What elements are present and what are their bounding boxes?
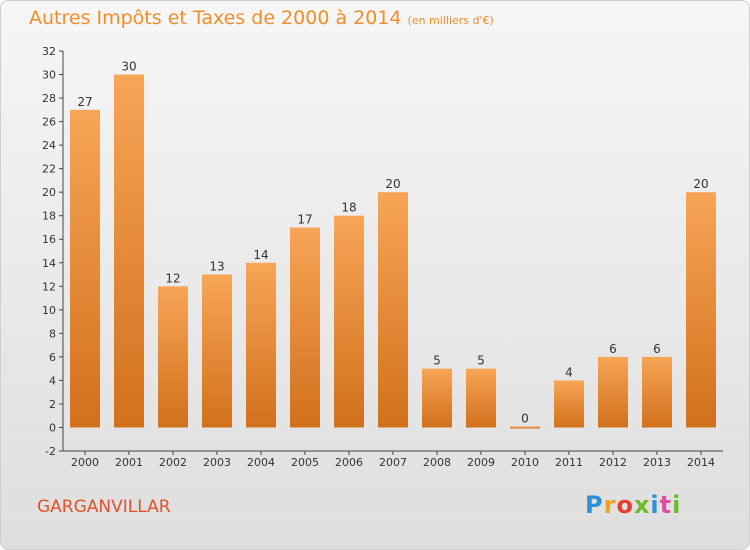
data-label: 5 — [433, 354, 441, 368]
bar — [554, 380, 584, 428]
y-tick-label: 8 — [49, 327, 56, 340]
x-tick-label: 2011 — [555, 456, 583, 469]
data-label: 14 — [253, 248, 268, 262]
data-label: 12 — [165, 271, 180, 285]
x-tick-label: 2013 — [643, 456, 671, 469]
bar — [158, 286, 188, 428]
y-tick-label: 16 — [42, 233, 56, 246]
y-tick-label: 4 — [49, 374, 56, 387]
y-tick-label: 20 — [42, 186, 56, 199]
bar — [686, 192, 716, 428]
data-label: 4 — [565, 365, 573, 379]
x-tick-label: 2001 — [115, 456, 143, 469]
y-tick-label: 30 — [42, 69, 56, 82]
bar — [246, 262, 276, 428]
data-label: 20 — [693, 177, 708, 191]
y-tick-label: -2 — [45, 445, 56, 458]
x-tick-label: 2005 — [291, 456, 319, 469]
y-tick-label: 26 — [42, 116, 56, 129]
proxiti-logo: Proxiti — [585, 491, 682, 519]
data-label: 6 — [653, 342, 661, 356]
x-tick-label: 2010 — [511, 456, 539, 469]
data-label: 5 — [477, 354, 485, 368]
x-tick-label: 2009 — [467, 456, 495, 469]
bar — [114, 74, 144, 428]
x-tick-label: 2003 — [203, 456, 231, 469]
y-tick-label: 12 — [42, 280, 56, 293]
bar — [466, 368, 496, 428]
data-label: 17 — [297, 212, 312, 226]
bar — [378, 192, 408, 428]
x-tick-label: 2012 — [599, 456, 627, 469]
data-label: 6 — [609, 342, 617, 356]
bar — [598, 356, 628, 428]
data-label: 27 — [77, 95, 92, 109]
bar — [422, 368, 452, 428]
bar — [510, 426, 540, 429]
x-tick-label: 2006 — [335, 456, 363, 469]
data-label: 13 — [209, 260, 224, 274]
chart-title-text: Autres Impôts et Taxes de 2000 à 2014 — [29, 7, 402, 29]
chart-title: Autres Impôts et Taxes de 2000 à 2014 (en… — [29, 7, 494, 29]
data-label: 30 — [121, 60, 136, 74]
bar — [642, 356, 672, 428]
y-tick-label: 2 — [49, 398, 56, 411]
x-tick-label: 2014 — [687, 456, 715, 469]
y-tick-label: 10 — [42, 304, 56, 317]
y-tick-label: 32 — [42, 45, 56, 58]
data-label: 18 — [341, 201, 356, 215]
x-tick-label: 2007 — [379, 456, 407, 469]
bar — [334, 215, 364, 428]
town-name: GARGANVILLAR — [37, 497, 171, 517]
y-tick-label: 6 — [49, 351, 56, 364]
y-tick-label: 22 — [42, 163, 56, 176]
y-tick-label: 28 — [42, 92, 56, 105]
x-tick-label: 2004 — [247, 456, 275, 469]
x-tick-label: 2008 — [423, 456, 451, 469]
chart-title-unit: (en milliers d'€) — [407, 14, 494, 27]
y-tick-label: 14 — [42, 257, 56, 270]
y-tick-label: 18 — [42, 210, 56, 223]
x-tick-label: 2000 — [71, 456, 99, 469]
y-tick-label: 24 — [42, 139, 56, 152]
bar — [202, 274, 232, 428]
bar — [70, 109, 100, 428]
data-label: 0 — [521, 411, 529, 425]
data-label: 20 — [385, 177, 400, 191]
bar — [290, 227, 320, 428]
y-tick-label: 0 — [49, 421, 56, 434]
x-tick-label: 2002 — [159, 456, 187, 469]
